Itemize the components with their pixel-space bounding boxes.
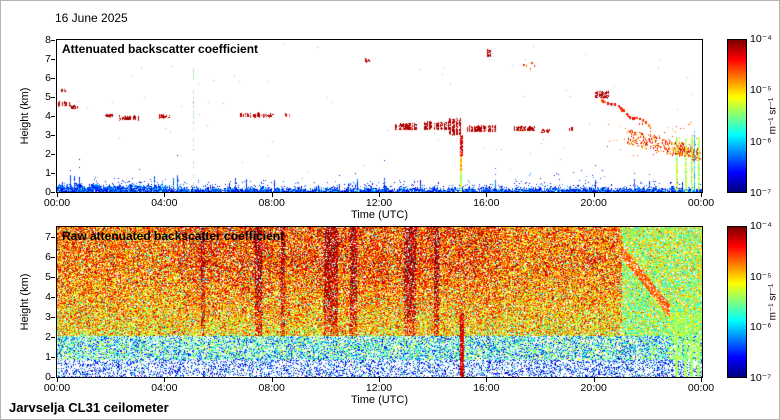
y-tick-label: 6	[45, 72, 51, 84]
x-tick-mark	[164, 378, 165, 382]
colorbar-tick-label: 10⁻⁵	[750, 270, 772, 283]
x-tick-mark	[164, 193, 165, 197]
y-tick-label: 4	[45, 110, 51, 122]
y-tick-mark	[51, 297, 55, 298]
colorbar-canvas-bottom	[728, 227, 746, 377]
time-axis-label-bottom: Time (UTC)	[350, 394, 409, 406]
colorbar-tick-label: 10⁻⁵	[750, 84, 772, 97]
date-label: 16 June 2025	[55, 11, 128, 25]
y-tick-mark	[51, 154, 55, 155]
colorbar-bottom	[727, 226, 747, 378]
x-tick-mark	[57, 193, 58, 197]
y-tick-mark	[51, 377, 55, 378]
raw-backscatter-plot-area: Raw attenuated backscatter coefficient	[56, 226, 703, 378]
time-axis-label-top: Time (UTC)	[350, 209, 409, 221]
y-tick-label: 5	[45, 91, 51, 103]
raw-backscatter-heatmap-canvas	[57, 227, 702, 377]
y-tick-mark	[51, 40, 55, 41]
x-tick-label: 00:00	[43, 197, 71, 209]
height-axis-label-top: Height (km)	[19, 87, 31, 145]
y-tick-mark	[51, 277, 55, 278]
x-tick-label: 16:00	[473, 197, 500, 209]
y-tick-label: 3	[45, 129, 51, 141]
x-tick-mark	[594, 193, 595, 197]
backscatter-plot-area: Attenuated backscatter coefficient	[56, 39, 703, 193]
x-tick-label: 00:00	[43, 382, 71, 394]
y-tick-label: 8	[45, 34, 51, 46]
x-tick-mark	[701, 378, 702, 382]
instrument-label: Jarvselja CL31 ceilometer	[9, 400, 169, 415]
y-tick-label: 0	[45, 186, 51, 198]
y-tick-label: 7	[45, 231, 51, 243]
colorbar-tick-label: 10⁻⁴	[750, 220, 772, 232]
x-tick-mark	[57, 378, 58, 382]
backscatter-plot-title: Attenuated backscatter coefficient	[62, 42, 259, 56]
y-tick-label: 5	[45, 271, 51, 283]
x-tick-label: 12:00	[365, 382, 393, 394]
y-tick-mark	[51, 173, 55, 174]
y-tick-mark	[51, 337, 55, 338]
y-tick-label: 0	[45, 371, 51, 383]
x-tick-label: 04:00	[151, 382, 178, 394]
x-tick-label: 20:00	[580, 382, 607, 394]
x-tick-label: 16:00	[473, 382, 500, 394]
y-tick-mark	[51, 192, 55, 193]
y-tick-mark	[51, 357, 55, 358]
y-tick-mark	[51, 78, 55, 79]
y-tick-label: 2	[45, 331, 51, 343]
x-tick-label: 08:00	[258, 197, 285, 209]
y-tick-mark	[51, 135, 55, 136]
backscatter-heatmap-canvas	[57, 40, 702, 192]
colorbar-unit-label-top: m⁻¹ sr⁻¹	[767, 97, 779, 135]
y-tick-label: 4	[45, 291, 51, 303]
y-tick-label: 1	[45, 167, 51, 179]
y-tick-mark	[51, 97, 55, 98]
x-tick-mark	[272, 193, 273, 197]
colorbar-tick-label: 10⁻⁶	[750, 135, 772, 148]
x-tick-label: 12:00	[365, 197, 393, 209]
y-tick-mark	[51, 257, 55, 258]
y-tick-label: 6	[45, 251, 51, 263]
colorbar-tick-label: 10⁻⁴	[750, 33, 772, 45]
x-tick-label: 20:00	[580, 197, 607, 209]
x-tick-mark	[594, 378, 595, 382]
x-tick-label: 00:00	[687, 197, 715, 209]
height-axis-label-bottom: Height (km)	[19, 273, 31, 331]
x-tick-mark	[486, 378, 487, 382]
x-tick-label: 08:00	[258, 382, 285, 394]
y-tick-mark	[51, 237, 55, 238]
y-tick-label: 7	[45, 53, 51, 65]
y-tick-mark	[51, 116, 55, 117]
x-tick-mark	[379, 378, 380, 382]
colorbar-tick-label: 10⁻⁶	[750, 321, 772, 334]
x-tick-label: 04:00	[151, 197, 178, 209]
x-tick-mark	[272, 378, 273, 382]
colorbar-tick-label: 10⁻⁷	[750, 187, 772, 199]
colorbar-top	[727, 39, 747, 193]
raw-backscatter-plot-title: Raw attenuated backscatter coefficient	[62, 229, 285, 243]
y-tick-mark	[51, 59, 55, 60]
y-tick-label: 2	[45, 148, 51, 160]
y-tick-label: 1	[45, 351, 51, 363]
x-tick-label: 00:00	[687, 382, 715, 394]
colorbar-unit-label-bottom: m⁻¹ sr⁻¹	[767, 283, 779, 321]
colorbar-canvas-top	[728, 40, 746, 192]
x-tick-mark	[701, 193, 702, 197]
x-tick-mark	[486, 193, 487, 197]
colorbar-tick-label: 10⁻⁷	[750, 372, 772, 384]
y-tick-label: 3	[45, 311, 51, 323]
x-tick-mark	[379, 193, 380, 197]
y-tick-mark	[51, 317, 55, 318]
